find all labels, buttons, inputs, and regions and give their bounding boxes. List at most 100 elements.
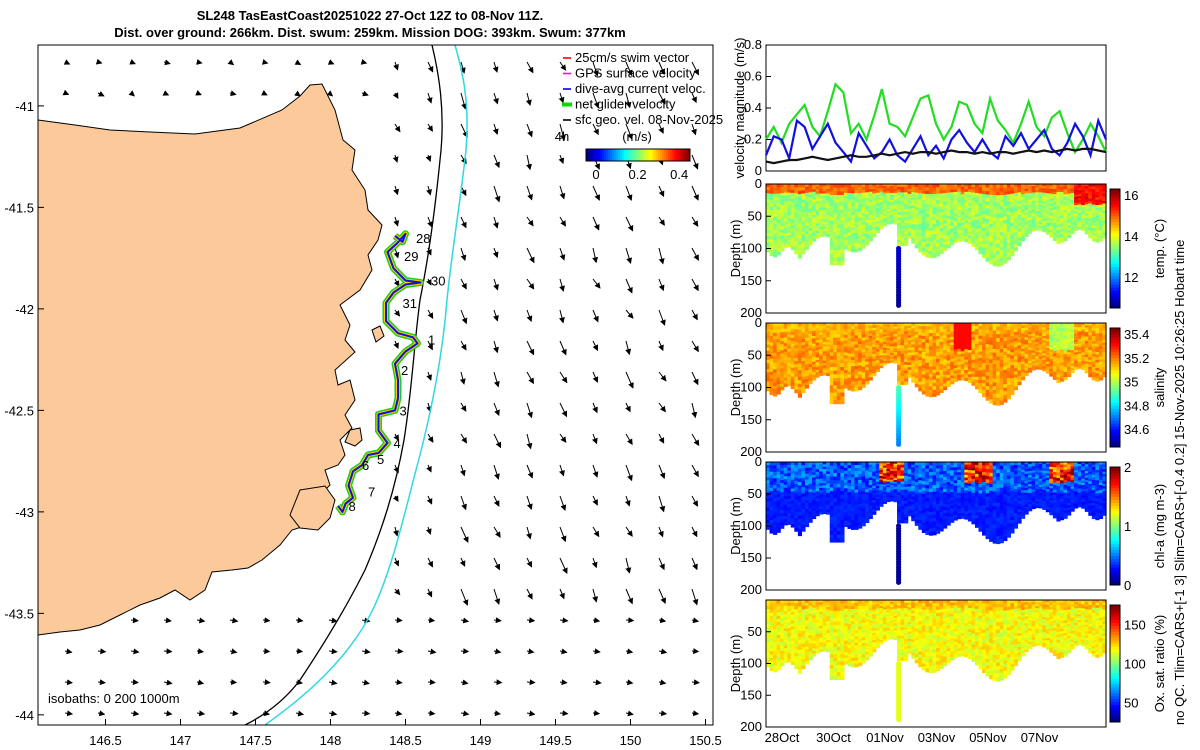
section-cell: [843, 242, 849, 247]
section-cell: [914, 244, 919, 249]
section-cell: [808, 342, 813, 346]
section-colorbar-step: [1110, 296, 1120, 300]
section-cell: [914, 212, 919, 217]
section-cell: [808, 350, 813, 354]
section-cell: [847, 247, 852, 252]
section-cell: [868, 372, 873, 376]
section-cell: [780, 217, 785, 222]
section-cell: [953, 223, 958, 228]
section-cell: [851, 353, 856, 358]
section-cell: [1021, 351, 1026, 355]
section-cell: [787, 186, 792, 191]
section-cell: [911, 213, 916, 217]
section-cell: [804, 234, 810, 238]
section-cell: [1017, 373, 1022, 377]
velocity-arrow: [261, 58, 269, 65]
section-cell: [918, 248, 923, 253]
section-cell: [1070, 208, 1075, 212]
section-cell: [1006, 384, 1011, 389]
section-cell: [1063, 333, 1068, 337]
section-cell: [925, 230, 930, 235]
section-cell: [1052, 209, 1058, 213]
section-cell: [932, 359, 937, 364]
section-cell: [801, 199, 806, 204]
velocity-colorbar-step: [588, 149, 591, 161]
section-cell: [812, 191, 817, 195]
section-cell: [812, 354, 817, 358]
section-cell: [858, 247, 863, 252]
section-cell: [936, 345, 941, 350]
section-cell: [936, 206, 941, 211]
section-cell: [1006, 204, 1011, 209]
section-cell: [982, 353, 987, 358]
section-cell: [865, 186, 870, 191]
velocity-y-tick-label: 0: [755, 163, 762, 178]
section-cell: [773, 230, 778, 235]
section-cell: [1045, 345, 1050, 349]
section-cell: [893, 184, 898, 187]
section-cell: [1077, 208, 1082, 212]
section-cell: [790, 473, 795, 478]
section-cell: [1013, 326, 1019, 330]
section-cell: [804, 331, 810, 336]
section-cell: [911, 360, 916, 364]
section-cell: [787, 478, 792, 483]
section-cell: [822, 351, 827, 355]
section-cell: [936, 381, 941, 386]
section-cell: [854, 369, 859, 373]
section-cell: [1070, 354, 1075, 358]
section-cell: [776, 529, 781, 533]
section-cell: [960, 356, 965, 360]
section-cell: [829, 187, 834, 192]
section-cell: [836, 348, 841, 353]
section-cell: [953, 215, 958, 220]
section-cell: [900, 378, 905, 383]
section-cell: [978, 196, 983, 201]
section-cell: [1049, 196, 1054, 200]
section-cell: [822, 228, 827, 232]
section-cell: [815, 364, 820, 368]
section-cell: [780, 341, 785, 345]
section-cell: [773, 200, 778, 205]
section-cell: [996, 202, 1001, 207]
section-cell: [769, 384, 774, 389]
section-cell: [889, 203, 895, 206]
section-cell: [1091, 209, 1096, 214]
section-cell: [875, 331, 880, 335]
section-cell: [833, 330, 838, 335]
section-cell: [1074, 339, 1079, 343]
section-cell: [971, 234, 976, 239]
section-cell: [943, 205, 948, 209]
section-cell: [1059, 220, 1065, 225]
section-cell: [790, 518, 795, 522]
section-cell: [783, 357, 788, 362]
section-cell: [971, 331, 976, 335]
section-cell: [992, 400, 997, 406]
section-cell: [914, 218, 919, 223]
section-cell: [804, 340, 810, 345]
section-cell: [865, 236, 870, 240]
section-cell: [787, 365, 792, 370]
section-cell: [1091, 225, 1096, 229]
section-cell: [815, 211, 820, 215]
section-cell: [1049, 222, 1054, 226]
section-cell: [872, 205, 877, 209]
section-cell: [783, 519, 788, 523]
section-cell: [858, 341, 863, 345]
section-cell: [978, 215, 983, 220]
section-cell: [858, 347, 863, 351]
section-cell: [897, 209, 902, 213]
velocity-arrow: [558, 309, 565, 324]
section-cell: [875, 216, 880, 220]
section-cell: [914, 221, 919, 226]
section-cell: [985, 375, 990, 380]
section-cell: [1067, 215, 1072, 219]
section-cell: [1003, 212, 1008, 217]
section-cell: [858, 383, 863, 388]
section-cell: [999, 400, 1004, 405]
section-cell: [978, 237, 983, 242]
section-cell: [897, 361, 902, 366]
section-colorbar-step: [1110, 236, 1120, 241]
section-cell: [1049, 363, 1054, 367]
section-cell: [1013, 362, 1019, 366]
